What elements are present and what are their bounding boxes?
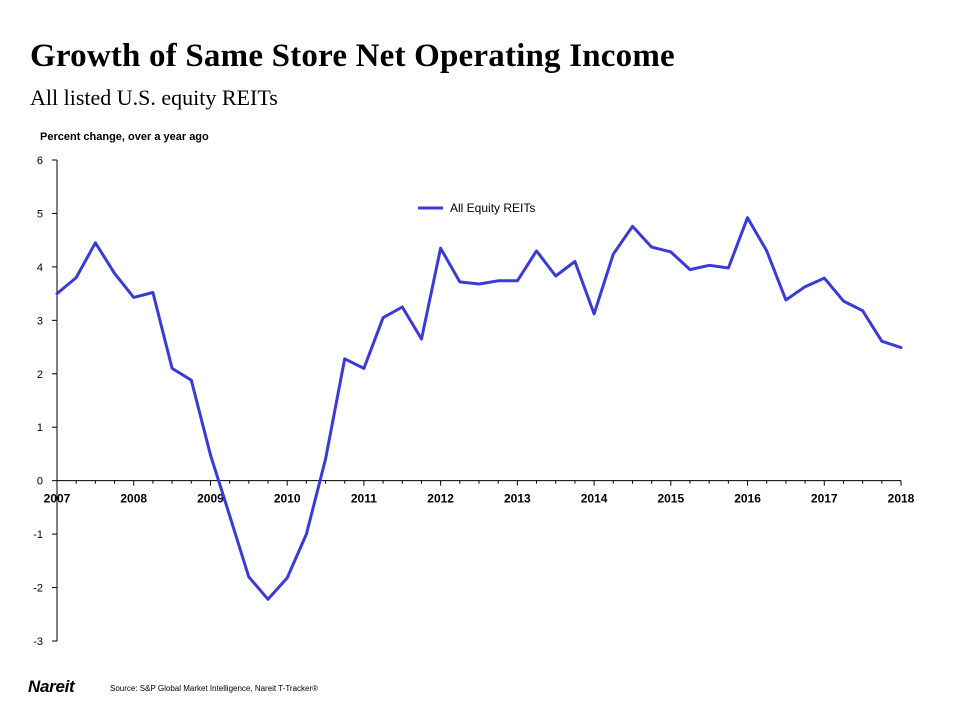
y-tick-label: 4 [37, 262, 43, 274]
y-tick-label: -2 [33, 583, 43, 595]
y-tick-label: 0 [37, 476, 43, 488]
x-tick-label: 2009 [197, 492, 224, 506]
x-tick-label: 2012 [427, 492, 454, 506]
x-tick-label: 2008 [120, 492, 147, 506]
y-tick-label: -1 [33, 529, 43, 541]
y-tick-label: 1 [37, 422, 43, 434]
source-note: Source: S&P Global Market Intelligence, … [110, 684, 319, 693]
legend-label: All Equity REITs [450, 201, 535, 215]
y-tick-label: 2 [37, 369, 43, 381]
x-tick-label: 2010 [274, 492, 301, 506]
x-tick-label: 2015 [657, 492, 684, 506]
y-tick-label: 6 [37, 155, 43, 167]
x-tick-label: 2014 [581, 492, 608, 506]
series-line [55, 216, 903, 601]
x-tick-label: 2018 [888, 492, 915, 506]
chart-title: Growth of Same Store Net Operating Incom… [30, 38, 675, 74]
x-tick-label: 2016 [734, 492, 761, 506]
x-tick-label: 2013 [504, 492, 531, 506]
nareit-logo: Nareit [28, 677, 75, 696]
chart-subtitle: All listed U.S. equity REITs [30, 85, 278, 110]
y-tick-label: 3 [37, 315, 43, 327]
x-tick-label: 2011 [351, 492, 377, 506]
y-axis-label: Percent change, over a year ago [40, 131, 209, 143]
x-tick-label: 2017 [811, 492, 838, 506]
x-tick-label: 2007 [44, 492, 71, 506]
y-tick-label: 5 [37, 208, 43, 220]
y-tick-label: -3 [33, 636, 43, 648]
